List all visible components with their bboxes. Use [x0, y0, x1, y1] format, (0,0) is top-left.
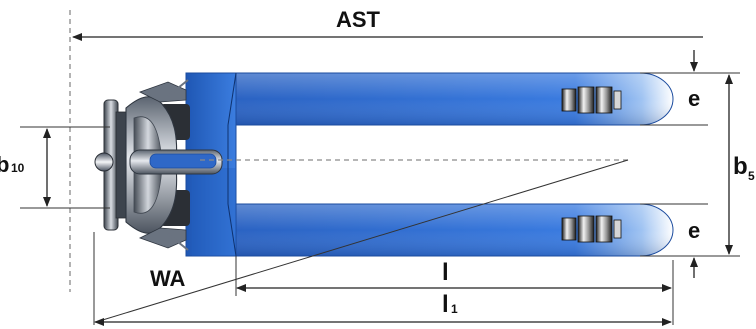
l1-subscript: 1: [451, 302, 458, 316]
ast-label: AST: [336, 7, 381, 32]
fork-tine-top: [227, 72, 674, 126]
l-label: l: [442, 259, 449, 286]
b5-label: b: [733, 153, 748, 180]
wa-label: WA: [150, 266, 186, 291]
b10-dimension: b 10: [0, 126, 110, 209]
wa-diagonal-line: [95, 159, 629, 323]
e-top-label: e: [688, 86, 700, 111]
steering-chassis: [94, 79, 223, 251]
e-bottom-label: e: [688, 218, 700, 243]
l1-label: l: [442, 291, 449, 318]
fork-tine-bottom: [227, 203, 674, 257]
l1-dimension: l 1: [94, 291, 672, 326]
ast-dimension: AST: [72, 7, 703, 41]
e-dimension-top: e: [640, 50, 708, 126]
e-dimension-bottom: e: [640, 203, 708, 278]
b5-dimension: b 5: [640, 72, 755, 257]
l-dimension: l: [236, 259, 672, 292]
b5-subscript: 5: [748, 169, 755, 183]
b10-subscript: 10: [11, 161, 25, 175]
b10-label: b: [0, 152, 9, 177]
load-roller-top: [561, 86, 622, 114]
load-roller-bottom: [561, 215, 622, 243]
